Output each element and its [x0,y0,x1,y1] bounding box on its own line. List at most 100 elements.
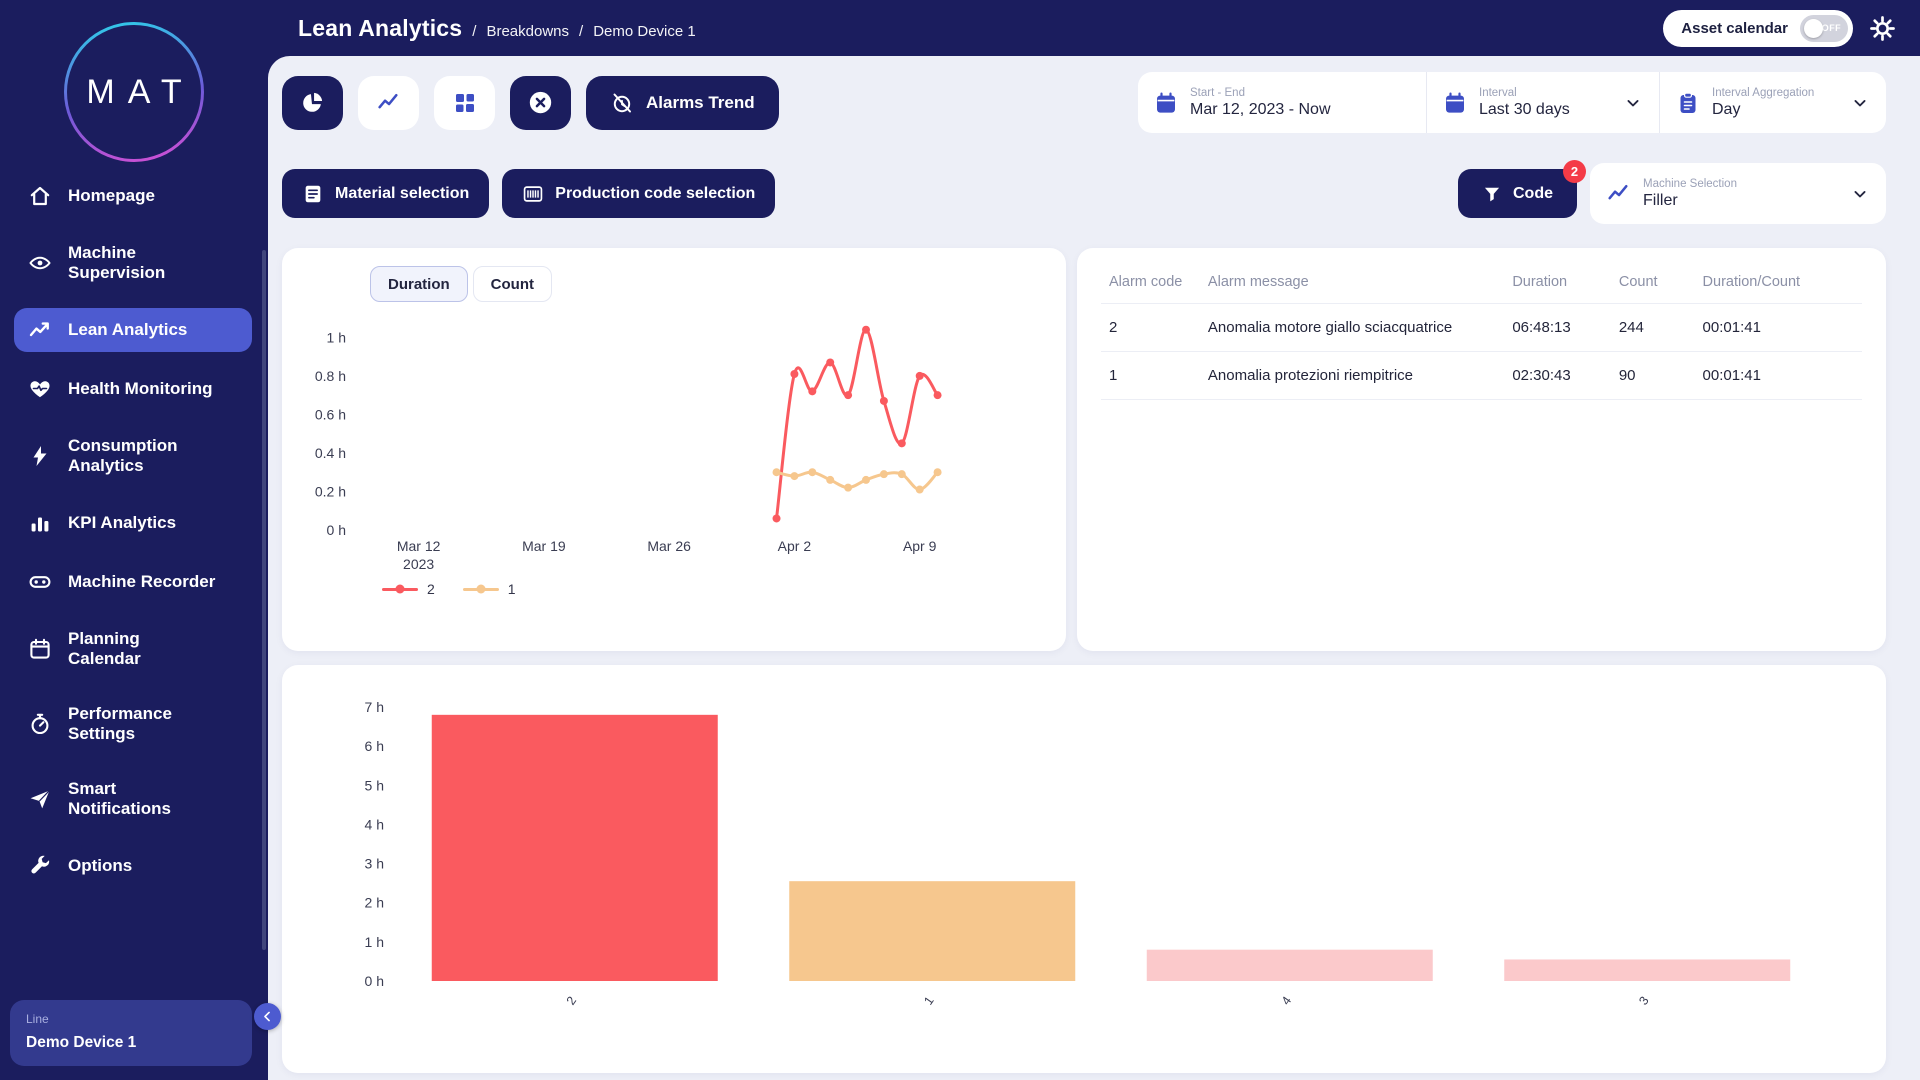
sidebar-item-label: Planning Calendar [68,629,141,669]
sidebar-nav: Homepage Machine Supervision Lean Analytic… [0,174,268,888]
calendar-icon [1443,91,1467,115]
svg-text:0 h: 0 h [327,522,346,538]
kpi-icon [26,511,53,535]
asset-calendar-label: Asset calendar [1681,19,1788,37]
aggregation-field[interactable]: Interval Aggregation Day [1660,72,1886,133]
start-end-field[interactable]: Start - End Mar 12, 2023 - Now [1138,72,1426,133]
chevron-down-icon [1850,184,1870,204]
wrench-icon [26,854,53,878]
alarm-message-cell: Anomalia motore giallo sciacquatrice [1199,303,1505,352]
trend-icon [26,318,53,342]
sidebar-item-performance-settings[interactable]: Performance Settings [14,694,252,754]
aggregation-value: Day [1712,100,1741,118]
count-cell: 90 [1610,351,1695,400]
header: Lean Analytics / Breakdowns / Demo Device 1… [268,0,1920,56]
sidebar-item-options[interactable]: Options [14,844,252,888]
asset-calendar-toggle[interactable]: Asset calendar OFF [1663,9,1853,47]
field-divider [1659,72,1660,133]
svg-text:0.8 h: 0.8 h [315,368,346,384]
sidebar-item-label: Health Monitoring [68,379,213,399]
device-name: Demo Device 1 [26,1034,137,1051]
table-row[interactable]: 1 Anomalia protezioni riempitrice 02:30:43… [1101,351,1862,400]
svg-text:1 h: 1 h [327,329,346,345]
material-selection-label: Material selection [335,184,470,202]
sidebar-item-health-monitoring[interactable]: Health Monitoring [14,367,252,411]
machine-trend-icon [1606,181,1631,206]
sidebar-item-machine-recorder[interactable]: Machine Recorder [14,560,252,604]
sidebar-item-label: Performance Settings [68,704,172,744]
legend-swatch [382,584,418,594]
tab-count[interactable]: Count [472,266,552,302]
svg-text:Apr 2: Apr 2 [778,538,812,554]
alarm-code-cell: 2 [1101,303,1200,352]
alarms-trend-panel: Duration Count 0 h 0.2 h 0.4 h 0.6 h 0.8 h 1 … [282,248,1066,651]
sidebar-scrollbar[interactable] [262,250,266,950]
svg-text:Mar 26: Mar 26 [647,538,691,554]
svg-text:Mar 12: Mar 12 [397,538,441,554]
heart-icon [26,377,53,401]
alarms-trend-button[interactable]: Alarms Trend [586,75,779,130]
svg-text:1 h: 1 h [365,934,384,950]
tab-duration[interactable]: Duration [370,266,468,302]
trend-tabs: Duration Count [370,266,1044,302]
home-icon [26,184,53,208]
mat-logo-text: MAT [86,72,195,111]
settings-gear-icon[interactable] [1869,15,1896,42]
sidebar-item-label: Options [68,856,133,876]
sidebar: MAT Homepage Machine Supervision Lean Anal… [0,0,281,1080]
calendar-icon [26,637,53,661]
sidebar-item-planning-calendar[interactable]: Planning Calendar [14,619,252,679]
sidebar-item-consumption-analytics[interactable]: Consumption Analytics [14,426,252,486]
asset-calendar-switch[interactable]: OFF [1800,14,1848,42]
svg-text:0.6 h: 0.6 h [315,406,346,422]
legend-item-2[interactable]: 2 [382,581,435,597]
sidebar-item-smart-notifications[interactable]: Smart Notifications [14,769,252,829]
alarm-message-cell: Anomalia protezioni riempitrice [1199,351,1505,400]
svg-text:5 h: 5 h [365,777,384,793]
breadcrumb-separator: / [472,22,477,40]
machine-selection-dropdown[interactable]: Machine Selection Filler [1590,163,1886,224]
material-selection-button[interactable]: Material selection [282,169,490,218]
breadcrumb-item[interactable]: Demo Device 1 [593,22,696,40]
content-area: Alarms Trend Start - End Mar 12, 2023 - … [268,56,1920,1080]
breadcrumb-item[interactable]: Breakdowns [486,22,570,40]
count-cell: 244 [1610,303,1695,352]
pie-chart-icon [300,90,325,115]
code-filter-button[interactable]: Code 2 [1458,160,1586,218]
svg-text:0 h: 0 h [365,973,384,989]
legend-swatch [462,584,499,594]
sidebar-item-label: Machine Supervision [68,243,166,283]
table-header-row: Alarm code Alarm message Duration Count Dura… [1101,258,1862,304]
svg-text:3 h: 3 h [365,856,384,872]
table-row[interactable]: 2 Anomalia motore giallo sciacquatrice 06:… [1101,303,1862,352]
sidebar-item-label: Homepage [68,185,155,205]
grid-view-button[interactable] [434,75,495,130]
sidebar-item-machine-supervision[interactable]: Machine Supervision [14,233,252,293]
legend-label: 2 [427,581,435,597]
line-chart-view-button[interactable] [358,75,419,130]
sidebar-item-label: Consumption Analytics [68,436,178,476]
alarms-trend-label: Alarms Trend [646,92,755,112]
duration-count-cell: 00:01:41 [1694,351,1862,400]
close-view-button[interactable] [510,75,571,130]
production-code-selection-button[interactable]: Production code selection [502,169,776,218]
sidebar-collapse-button[interactable] [254,1003,281,1030]
sidebar-item-lean-analytics[interactable]: Lean Analytics [14,308,252,353]
svg-text:6 h: 6 h [365,738,384,754]
svg-text:2 h: 2 h [365,895,384,911]
interval-label: Interval [1479,86,1517,99]
device-line-label: Line [26,1012,49,1026]
interval-field[interactable]: Interval Last 30 days [1427,72,1659,133]
pie-chart-view-button[interactable] [282,75,343,130]
toggle-knob [1804,18,1823,38]
sidebar-item-homepage[interactable]: Homepage [14,174,252,218]
material-list-icon [302,183,324,205]
interval-text: Interval Last 30 days [1479,87,1570,119]
machine-selection-label: Machine Selection [1643,177,1737,190]
sidebar-item-kpi-analytics[interactable]: KPI Analytics [14,501,252,545]
aggregation-text: Interval Aggregation Day [1712,87,1814,119]
alarm-slash-icon [610,91,634,115]
legend-item-1[interactable]: 1 [462,581,516,597]
recorder-icon [26,570,53,594]
